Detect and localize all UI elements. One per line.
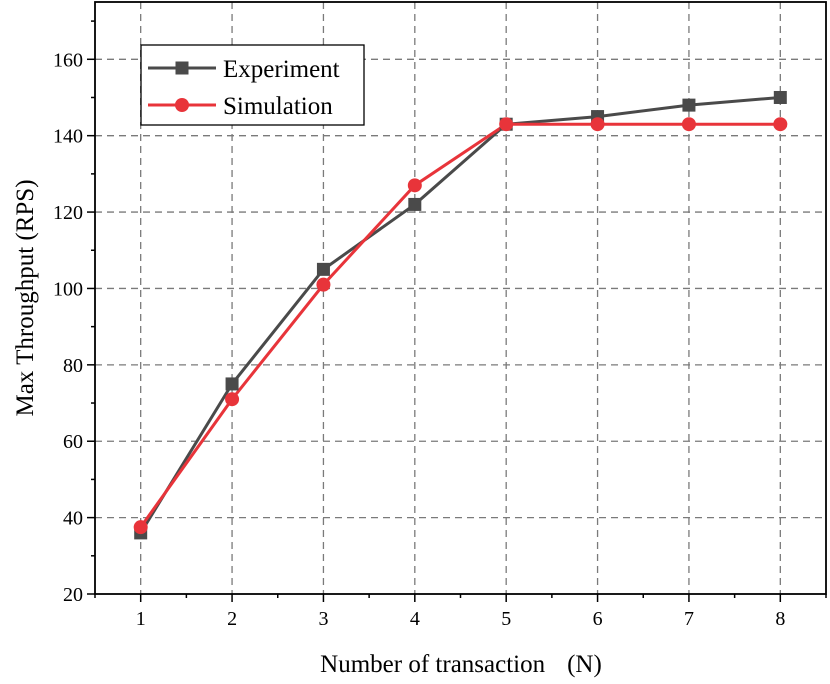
x-tick-label: 2	[227, 608, 237, 630]
data-point-experiment	[225, 377, 239, 391]
y-tick-label: 40	[63, 508, 83, 530]
y-axis: 20 40 60 80 100 120 140 160	[53, 20, 95, 606]
legend-label-simulation: Simulation	[223, 93, 333, 120]
y-tick-label: 20	[63, 584, 83, 606]
data-point-experiment	[408, 197, 422, 211]
x-axis-title: Number of transaction (N)	[320, 651, 602, 678]
legend-label-experiment: Experiment	[223, 56, 340, 83]
x-axis: 1 2 3 4 5 6 7 8	[94, 594, 827, 630]
data-point-experiment	[682, 98, 696, 112]
data-point-simulation	[681, 117, 696, 132]
x-tick-label: 7	[684, 608, 694, 630]
legend-marker-experiment	[175, 61, 189, 75]
x-tick-label: 5	[501, 608, 511, 630]
data-point-simulation	[316, 277, 331, 292]
grid-lines	[95, 2, 826, 594]
data-point-simulation	[133, 520, 148, 535]
data-point-experiment	[316, 262, 330, 276]
y-tick-label: 60	[63, 431, 83, 453]
data-point-simulation	[590, 117, 605, 132]
legend-marker-simulation	[175, 98, 189, 112]
legend-box	[140, 44, 365, 126]
data-point-simulation	[407, 178, 422, 193]
x-tick-label: 3	[318, 608, 328, 630]
legend: Experiment Simulation	[140, 44, 365, 126]
y-tick-label: 80	[63, 355, 83, 377]
x-tick-label: 1	[136, 608, 146, 630]
x-tick-label: 4	[410, 608, 420, 630]
x-tick-label: 6	[593, 608, 603, 630]
y-tick-label: 160	[53, 49, 83, 71]
y-tick-label: 120	[53, 202, 83, 224]
series-line-simulation	[139, 122, 781, 529]
data-point-simulation	[225, 392, 240, 407]
series-line-experiment	[139, 95, 781, 534]
data-point-experiment	[773, 90, 787, 104]
data-point-simulation	[499, 117, 514, 132]
y-axis-title: Max Throughput (RPS)	[12, 179, 39, 416]
data-point-simulation	[773, 117, 788, 132]
y-tick-label: 140	[53, 126, 83, 148]
x-tick-label: 8	[775, 608, 785, 630]
y-tick-label: 100	[53, 278, 83, 300]
series-layer	[133, 90, 788, 540]
